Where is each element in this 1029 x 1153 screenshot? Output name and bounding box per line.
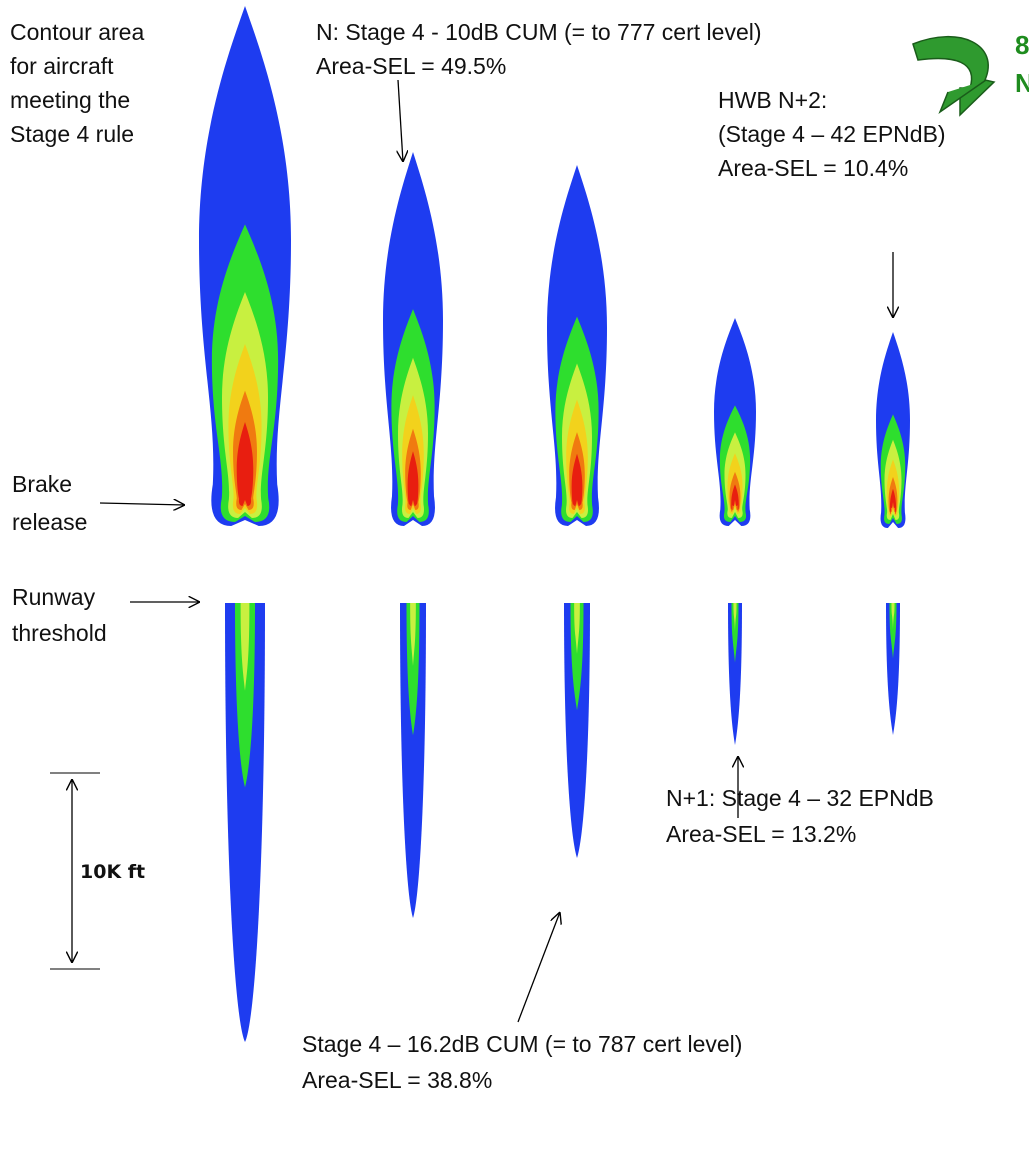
- slide: Contour area for aircraft meeting the St…: [0, 0, 1029, 1153]
- callout-777: Area-SEL = 49.5%: [316, 53, 506, 79]
- callout-hwb: (Stage 4 – 42 EPNdB): [718, 121, 946, 147]
- contour-label-line: Contour area: [10, 19, 144, 45]
- runway-label: threshold: [12, 620, 107, 646]
- contour-label-line: meeting the: [10, 87, 130, 113]
- arrow: [398, 80, 403, 162]
- brake-label: release: [12, 509, 87, 535]
- callout-n1: Area-SEL = 13.2%: [666, 821, 856, 847]
- corner-note: N: [1015, 68, 1029, 98]
- contour-label-line: for aircraft: [10, 53, 114, 79]
- corner-note: 8: [1015, 30, 1029, 60]
- runway-label: Runway: [12, 584, 96, 610]
- arrow: [100, 503, 185, 505]
- callout-787: Stage 4 – 16.2dB CUM (= to 787 cert leve…: [302, 1031, 742, 1057]
- brake-label: Brake: [12, 471, 72, 497]
- arrow: [518, 912, 560, 1022]
- callout-hwb: Area-SEL = 10.4%: [718, 155, 908, 181]
- callout-777: N: Stage 4 - 10dB CUM (= to 777 cert lev…: [316, 19, 762, 45]
- callout-hwb: HWB N+2:: [718, 87, 827, 113]
- callout-787: Area-SEL = 38.8%: [302, 1067, 492, 1093]
- contour-label-line: Stage 4 rule: [10, 121, 134, 147]
- scale-label: 10K ft: [80, 861, 145, 883]
- callout-n1: N+1: Stage 4 – 32 EPNdB: [666, 785, 934, 811]
